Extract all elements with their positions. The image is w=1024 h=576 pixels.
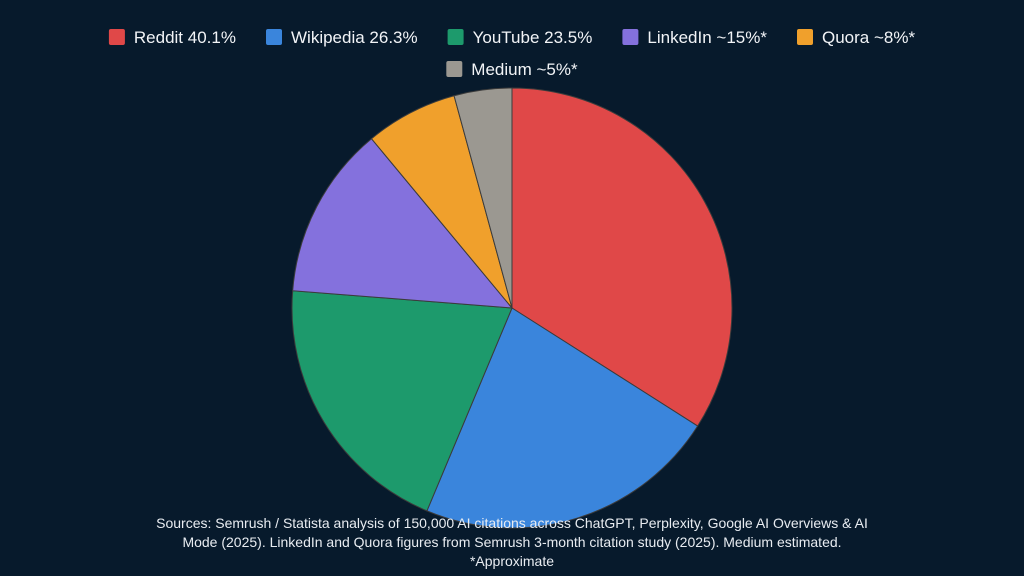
pie-slice-linkedin bbox=[292, 138, 514, 309]
legend-item-medium: Medium ~5%* bbox=[446, 60, 578, 79]
legend-item-linkedin: LinkedIn ~15%* bbox=[622, 28, 767, 47]
footnote-line-2: Mode (2025). LinkedIn and Quora figures … bbox=[182, 534, 842, 550]
legend-item-wikipedia: Wikipedia 26.3% bbox=[266, 28, 418, 47]
legend-item-youtube: YouTube 23.5% bbox=[447, 28, 593, 47]
pie-slice-youtube bbox=[291, 290, 513, 512]
legend-swatch-reddit bbox=[108, 29, 125, 45]
footnote-line-1: Sources: Semrush / Statista analysis of … bbox=[156, 515, 868, 531]
pie-slice-reddit bbox=[511, 87, 733, 427]
legend-label-youtube: YouTube 23.5% bbox=[473, 28, 593, 47]
legend-item-reddit: Reddit 40.1% bbox=[108, 28, 236, 47]
pie-slice-medium bbox=[453, 87, 513, 309]
legend-swatch-quora bbox=[797, 29, 813, 45]
legend-swatch-wikipedia bbox=[266, 29, 282, 45]
legend-label-wikipedia: Wikipedia 26.3% bbox=[291, 28, 418, 47]
pie-slice-wikipedia bbox=[426, 307, 699, 529]
pie-slices bbox=[291, 87, 733, 529]
legend-label-quora: Quora ~8%* bbox=[822, 28, 915, 47]
legend-swatch-youtube bbox=[447, 29, 464, 45]
legend-swatch-medium bbox=[446, 61, 463, 77]
legend-item-quora: Quora ~8%* bbox=[797, 28, 915, 47]
legend-label-medium: Medium ~5%* bbox=[471, 60, 578, 79]
legend-label-reddit: Reddit 40.1% bbox=[134, 28, 236, 47]
legend-label-linkedin: LinkedIn ~15%* bbox=[647, 28, 767, 47]
source-footnote: Sources: Semrush / Statista analysis of … bbox=[112, 514, 912, 571]
legend-swatch-linkedin bbox=[622, 29, 639, 45]
legend: Reddit 40.1% Wikipedia 26.3% YouTube 23.5%… bbox=[108, 28, 915, 79]
footnote-approximate: *Approximate bbox=[469, 553, 555, 569]
